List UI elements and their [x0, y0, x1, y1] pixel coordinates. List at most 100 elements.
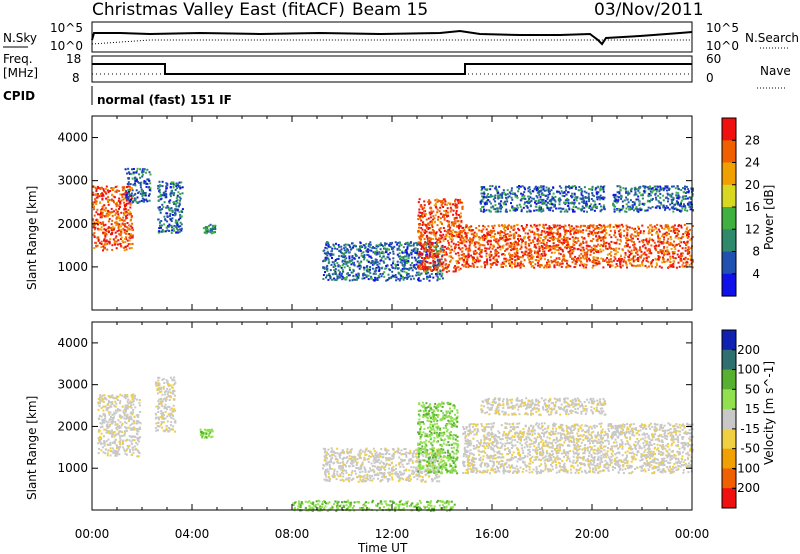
echo-cell [173, 203, 176, 205]
echo-cell [635, 230, 638, 233]
echo-cell [99, 187, 102, 189]
echo-cell [126, 395, 129, 398]
echo-cell [459, 216, 461, 219]
echo-cell [638, 191, 641, 194]
echo-cell [559, 248, 562, 251]
echo-cell [557, 199, 560, 201]
echo-cell [541, 254, 544, 257]
echo-cell [645, 209, 648, 212]
echo-cell [340, 245, 343, 248]
echo-cell [169, 212, 172, 215]
echo-cell [528, 202, 531, 205]
echo-cell [676, 229, 679, 231]
echo-cell [99, 441, 102, 444]
echo-cell [619, 228, 622, 231]
echo-cell [559, 262, 562, 265]
echo-cell [104, 190, 106, 193]
echo-cell [428, 254, 431, 257]
echo-cell [450, 259, 452, 262]
echo-cell [540, 210, 543, 213]
echo-cell [92, 204, 95, 207]
echo-cell [590, 208, 592, 211]
echo-cell [539, 190, 542, 193]
echo-cell [127, 227, 130, 230]
echo-cell [630, 236, 632, 239]
echo-cell [666, 260, 668, 263]
echo-cell [346, 243, 349, 246]
echo-cell [421, 213, 423, 216]
echo-cell [323, 252, 326, 255]
echo-cell [656, 188, 659, 191]
echo-cell [206, 229, 209, 231]
echo-cell [142, 169, 145, 172]
echo-cell [397, 255, 400, 258]
echo-cell [620, 259, 623, 262]
echo-cell [484, 188, 487, 191]
echo-cell [418, 223, 421, 226]
echo-cell [499, 230, 502, 233]
echo-cell [111, 189, 114, 191]
echo-cell [552, 186, 555, 189]
echo-cell [474, 235, 477, 238]
echo-cell [540, 185, 542, 188]
echo-cell [667, 200, 669, 203]
echo-cell [646, 241, 649, 244]
echo-cell [513, 263, 516, 266]
echo-cell [351, 256, 354, 259]
echo-cell [465, 224, 468, 227]
echo-cell [509, 242, 512, 244]
echo-cell [445, 235, 448, 238]
echo-cell [418, 230, 421, 233]
echo-cell [472, 250, 475, 253]
echo-cell [351, 271, 354, 274]
echo-cell [644, 246, 647, 249]
echo-cell [161, 194, 164, 196]
echo-cell [375, 269, 378, 272]
echo-cell [572, 206, 575, 208]
echo-cell [635, 206, 638, 209]
echo-cell [616, 226, 619, 229]
echo-cell [616, 195, 619, 198]
echo-cell [473, 234, 475, 237]
echo-cell [404, 255, 406, 258]
echo-cell [330, 278, 333, 281]
echo-cell [533, 243, 536, 246]
echo-cell [110, 226, 113, 229]
echo-cell [326, 247, 329, 250]
echo-cell [503, 191, 506, 194]
echo-cell [130, 443, 133, 445]
echo-cell [603, 259, 606, 262]
echo-cell [166, 220, 169, 223]
echo-cell [440, 201, 442, 204]
echo-cell [107, 203, 110, 206]
echo-cell [510, 245, 513, 248]
echo-cell [505, 260, 508, 263]
echo-cell [593, 209, 596, 212]
echo-cell [641, 202, 644, 205]
echo-cell [566, 259, 569, 262]
echo-cell [452, 203, 454, 206]
echo-cell [421, 254, 424, 257]
echo-cell [497, 197, 500, 200]
echo-cell [658, 230, 661, 233]
echo-cell [638, 255, 641, 258]
echo-cell [556, 261, 559, 264]
echo-cell [494, 197, 497, 199]
echo-cell [161, 203, 164, 206]
echo-cell [631, 257, 634, 260]
echo-cell [585, 200, 588, 203]
echo-cell [176, 196, 179, 198]
echo-cell [483, 226, 486, 228]
echo-cell [455, 213, 458, 216]
echo-cell [174, 212, 176, 215]
echo-cell [667, 225, 670, 228]
echo-cell [667, 197, 670, 200]
echo-cell [567, 230, 570, 232]
echo-cell [660, 241, 663, 243]
echo-cell [369, 255, 372, 258]
echo-cell [361, 255, 364, 257]
echo-cell [620, 208, 623, 211]
echo-cell [558, 241, 561, 244]
echo-cell [159, 226, 162, 229]
echo-cell [597, 237, 600, 239]
